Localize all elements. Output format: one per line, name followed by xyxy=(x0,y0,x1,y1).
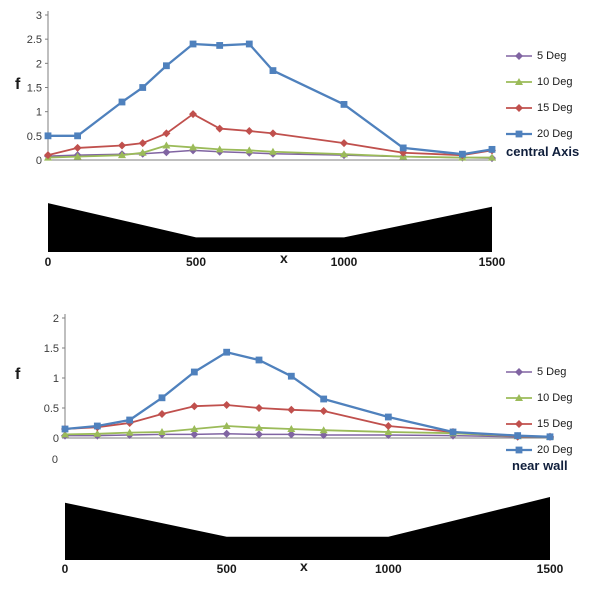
y-axis-title-near-wall: f xyxy=(15,366,21,383)
svg-text:1: 1 xyxy=(36,107,42,119)
legend-item-10deg: 10 Deg xyxy=(506,76,572,88)
svg-text:0: 0 xyxy=(53,433,59,445)
svg-text:2.5: 2.5 xyxy=(27,34,42,46)
legend-item-15deg: 15 Deg xyxy=(506,418,572,430)
chart-caption-central-axis: central Axis xyxy=(506,144,580,159)
x-tick-labels: 0 500 1000 1500 xyxy=(45,255,506,269)
x-axis-title-near-wall: x xyxy=(300,558,308,574)
svg-text:500: 500 xyxy=(186,255,206,269)
legend-item-20deg: 20 Deg xyxy=(506,128,572,140)
svg-text:500: 500 xyxy=(217,562,237,576)
legend-label-15deg: 15 Deg xyxy=(537,102,573,114)
svg-text:2: 2 xyxy=(36,58,42,70)
legend-near-wall: 5 Deg 10 Deg 15 Deg 20 Deg xyxy=(506,366,572,456)
svg-text:0.5: 0.5 xyxy=(44,403,59,415)
svg-text:0: 0 xyxy=(52,454,58,466)
y-tick-labels: 0 0.5 1 1.5 2 2.5 3 xyxy=(27,10,48,167)
legend-label-15deg: 15 Deg xyxy=(537,418,573,430)
svg-text:1.5: 1.5 xyxy=(44,343,59,355)
svg-text:0: 0 xyxy=(45,255,52,269)
svg-text:1000: 1000 xyxy=(331,255,358,269)
legend-label-20deg: 20 Deg xyxy=(537,128,573,140)
plot-area-central-axis: 0 0.5 1 1.5 2 2.5 3 0 500 1000 1500 xyxy=(27,10,506,269)
y-tick-labels: 0 0.5 1 1.5 2 0 xyxy=(44,313,65,466)
legend-label-5deg: 5 Deg xyxy=(537,50,567,62)
svg-text:0: 0 xyxy=(62,562,69,576)
legend-item-10deg: 10 Deg xyxy=(506,392,572,404)
legend-label-20deg: 20 Deg xyxy=(537,444,573,456)
axes xyxy=(64,314,554,439)
svg-text:1000: 1000 xyxy=(375,562,402,576)
chart-caption-near-wall: near wall xyxy=(512,458,568,473)
series-10-deg xyxy=(61,422,554,440)
wall-silhouette xyxy=(48,203,492,252)
series-20-deg xyxy=(44,40,496,158)
legend-item-15deg: 15 Deg xyxy=(506,102,572,114)
legend-marker-15deg-icon xyxy=(506,104,532,112)
legend-marker-20deg-icon xyxy=(506,446,532,454)
svg-text:0.5: 0.5 xyxy=(27,131,42,143)
axes xyxy=(47,11,496,161)
legend-central-axis: 5 Deg 10 Deg 15 Deg 20 Deg xyxy=(506,50,572,140)
legend-marker-10deg-icon xyxy=(506,394,532,401)
legend-marker-5deg-icon xyxy=(506,52,532,60)
legend-item-20deg: 20 Deg xyxy=(506,444,572,456)
x-tick-labels: 0 500 1000 1500 xyxy=(62,562,564,576)
x-axis-title-central-axis: x xyxy=(280,250,288,266)
legend-marker-10deg-icon xyxy=(506,78,532,85)
plot-area-near-wall: 0 0.5 1 1.5 2 0 0 500 1000 1500 xyxy=(44,313,564,576)
series-20-deg xyxy=(61,348,554,441)
legend-label-10deg: 10 Deg xyxy=(537,76,573,88)
legend-marker-20deg-icon xyxy=(506,130,532,138)
svg-text:1.5: 1.5 xyxy=(27,83,42,95)
wall-silhouette xyxy=(65,497,550,560)
svg-text:1500: 1500 xyxy=(479,255,506,269)
svg-text:0: 0 xyxy=(36,155,42,167)
svg-text:2: 2 xyxy=(53,313,59,325)
legend-item-5deg: 5 Deg xyxy=(506,50,572,62)
legend-marker-15deg-icon xyxy=(506,420,532,428)
svg-text:1500: 1500 xyxy=(537,562,564,576)
y-axis-title-central-axis: f xyxy=(15,76,21,93)
legend-item-5deg: 5 Deg xyxy=(506,366,572,378)
svg-text:3: 3 xyxy=(36,10,42,22)
legend-label-5deg: 5 Deg xyxy=(537,366,567,378)
svg-text:1: 1 xyxy=(53,373,59,385)
legend-label-10deg: 10 Deg xyxy=(537,392,573,404)
legend-marker-5deg-icon xyxy=(506,368,532,376)
